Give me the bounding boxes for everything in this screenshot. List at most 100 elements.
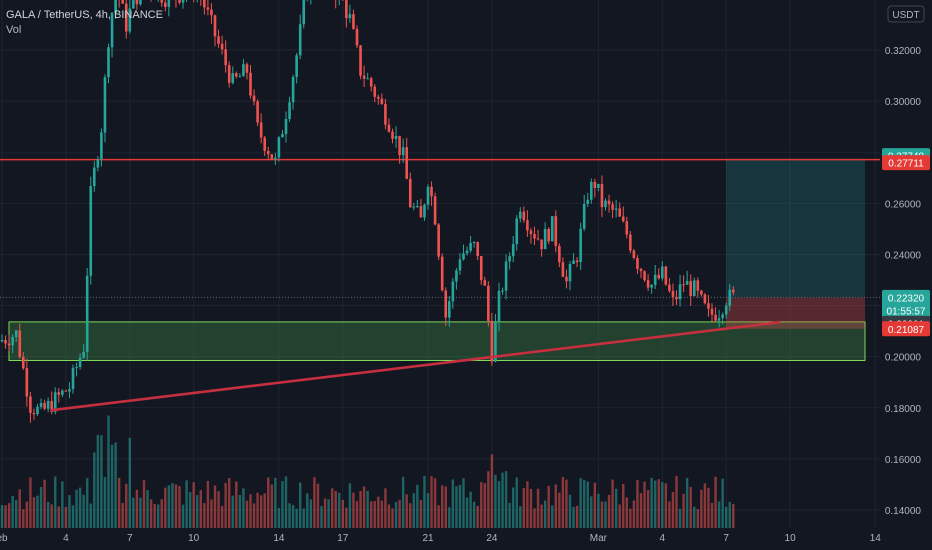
volume-bar (703, 483, 707, 528)
candle-body (181, 0, 185, 3)
volume-bar (299, 482, 302, 528)
volume-bar (334, 490, 337, 528)
candle-body (621, 216, 625, 222)
y-tick-label: 0.26000 (885, 199, 922, 210)
x-tick-label: 10 (188, 533, 200, 544)
candle-body (213, 15, 217, 37)
volume-bar (575, 505, 579, 528)
candle-body (593, 181, 597, 189)
volume-bar (185, 480, 188, 528)
candle-body (717, 318, 721, 321)
volume-bar (504, 471, 508, 528)
volume-bar (82, 494, 85, 528)
volume-bar (554, 484, 557, 528)
volume-bar (54, 476, 57, 528)
volume-bar (604, 501, 607, 528)
volume-bar (462, 478, 465, 528)
volume-bar (100, 435, 103, 528)
candle-body (511, 244, 515, 257)
candle-body (636, 258, 639, 269)
volume-bar (36, 495, 39, 528)
candle-body (398, 135, 401, 156)
volume-bar (359, 490, 362, 528)
volume-bar (512, 487, 515, 528)
volume-bar (149, 499, 153, 528)
candle-body (369, 78, 373, 87)
volume-bar (199, 490, 202, 528)
volume-bar (629, 508, 632, 528)
volume-bar (494, 474, 497, 528)
x-tick-label: 10 (785, 533, 797, 544)
candle-body (124, 3, 128, 32)
volume-bar (238, 495, 242, 528)
volume-bar (515, 477, 518, 528)
volume-bar (306, 493, 309, 528)
volume-bar (643, 481, 646, 528)
candle-body (692, 280, 696, 296)
candle-body (657, 274, 661, 279)
y-tick-label: 0.32000 (885, 46, 922, 57)
candle-body (526, 220, 529, 231)
candle-body (522, 211, 526, 221)
volume-bar (270, 484, 273, 528)
candle-body (295, 55, 298, 78)
x-tick-label: 17 (337, 533, 349, 544)
candle-body (664, 266, 668, 285)
candle-body (89, 186, 93, 276)
volume-bar (380, 500, 384, 528)
volume-bar (4, 505, 7, 528)
volume-bar (409, 503, 412, 528)
x-tick-label: 4 (63, 533, 69, 544)
candle-body (206, 7, 210, 10)
volume-bar (430, 476, 433, 528)
volume-bar (228, 478, 231, 528)
volume-bar (600, 501, 604, 528)
candle-body (103, 77, 107, 133)
candle-body (501, 290, 504, 292)
volume-bar (700, 489, 703, 528)
candle-body (483, 280, 487, 286)
candle-body (245, 64, 249, 73)
candle-body (96, 159, 100, 168)
candle-body (39, 402, 43, 407)
volume-bar (217, 491, 220, 528)
volume-bar (487, 471, 490, 528)
volume-bar (540, 504, 543, 528)
candle-body (465, 250, 469, 254)
candle-body (653, 274, 657, 285)
candle-body (579, 228, 582, 263)
candle-body (533, 234, 536, 239)
candle-body (380, 98, 384, 104)
volume-bar (657, 479, 660, 528)
volume-bar (373, 500, 376, 528)
volume-bar (327, 499, 330, 528)
candle-body (565, 276, 568, 282)
volume-bar (707, 487, 710, 528)
candle-body (377, 96, 380, 99)
volume-bar (501, 472, 504, 528)
candle-body (405, 147, 408, 179)
volume-bar (469, 491, 472, 528)
candle-body (430, 186, 433, 197)
candle-body (408, 178, 412, 208)
candle-body (57, 392, 61, 395)
volume-bar (167, 485, 171, 528)
candle-body (384, 103, 387, 125)
candle-body (235, 73, 238, 77)
volume-bar (426, 493, 430, 528)
volume-bar (583, 479, 586, 528)
volume-bar (437, 505, 440, 528)
volume-bar (586, 481, 589, 528)
volume-bar (153, 503, 156, 528)
volume-bar (316, 483, 320, 528)
candle-body (160, 0, 164, 3)
candle-body (224, 49, 227, 66)
volume-bar (678, 508, 682, 528)
candle-body (18, 330, 22, 357)
candle-body (519, 211, 522, 219)
volume-bar (110, 444, 114, 528)
candle-body (4, 339, 7, 344)
candle-body (710, 308, 714, 315)
time-axis (0, 528, 880, 550)
